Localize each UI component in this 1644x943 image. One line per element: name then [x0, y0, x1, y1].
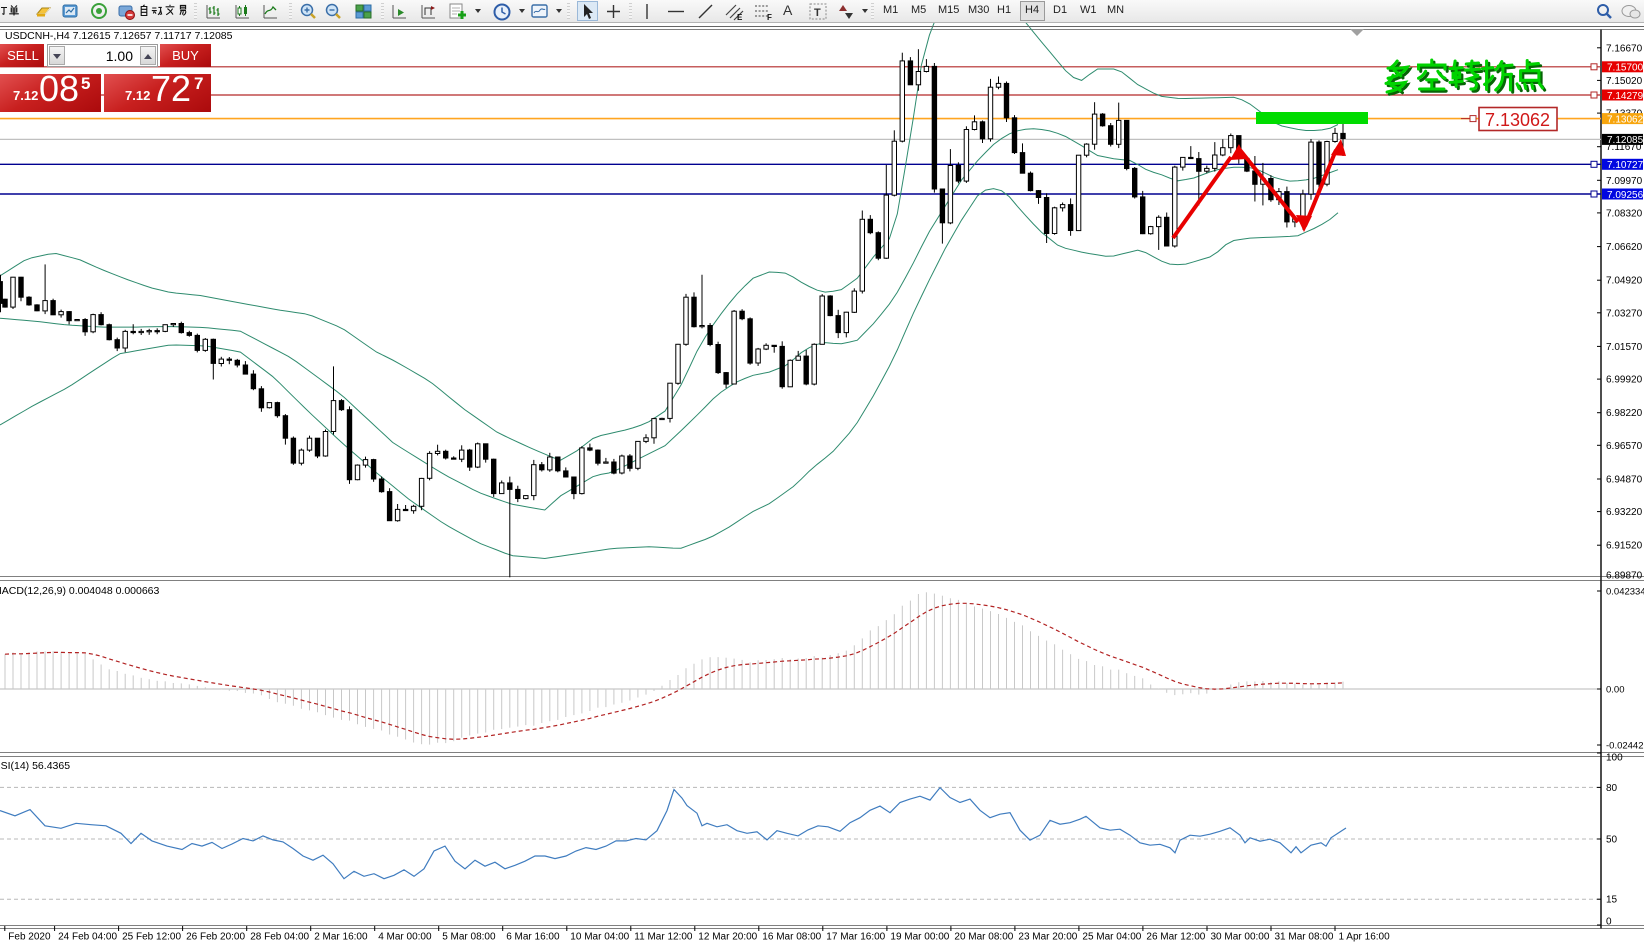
svg-text:1 Apr 16:00: 1 Apr 16:00 [1339, 932, 1391, 943]
svg-text:5 Mar 08:00: 5 Mar 08:00 [442, 932, 496, 943]
svg-text:6.99920: 6.99920 [1606, 375, 1643, 386]
svg-text:50: 50 [1606, 835, 1618, 846]
svg-text:100: 100 [1606, 753, 1623, 764]
svg-text:4 Mar 00:00: 4 Mar 00:00 [378, 932, 432, 943]
svg-text:7.03270: 7.03270 [1606, 308, 1643, 319]
svg-text:T: T [814, 7, 821, 19]
svg-text:19 Mar 00:00: 19 Mar 00:00 [890, 932, 949, 943]
svg-text:7.15700: 7.15700 [1607, 63, 1644, 74]
svg-text:25 Mar 04:00: 25 Mar 04:00 [1082, 932, 1141, 943]
svg-text:20 Mar 08:00: 20 Mar 08:00 [954, 932, 1013, 943]
svg-text:0.00: 0.00 [1606, 685, 1625, 696]
svg-text:6.91520: 6.91520 [1606, 541, 1643, 552]
svg-text:12 Mar 20:00: 12 Mar 20:00 [698, 932, 757, 943]
svg-text:2 Mar 16:00: 2 Mar 16:00 [314, 932, 368, 943]
svg-text:RSI(14) 56.4365: RSI(14) 56.4365 [0, 760, 70, 772]
svg-text:7.04920: 7.04920 [1606, 276, 1643, 287]
svg-text:7.01570: 7.01570 [1606, 342, 1643, 353]
svg-text:7.14279: 7.14279 [1607, 91, 1644, 102]
svg-text:11 Mar 12:00: 11 Mar 12:00 [634, 932, 693, 943]
svg-text:7.15020: 7.15020 [1606, 76, 1643, 87]
svg-text:E: E [737, 13, 743, 21]
svg-text:7.09256: 7.09256 [1607, 190, 1644, 201]
svg-text:-0.02442: -0.02442 [1606, 741, 1644, 752]
svg-text:16 Mar 08:00: 16 Mar 08:00 [762, 932, 821, 943]
svg-text:10 Mar 04:00: 10 Mar 04:00 [570, 932, 629, 943]
svg-text:7.13062: 7.13062 [1485, 110, 1550, 130]
svg-text:Feb 2020: Feb 2020 [8, 932, 51, 943]
svg-text:7.06620: 7.06620 [1606, 242, 1643, 253]
svg-text:28 Feb 04:00: 28 Feb 04:00 [250, 932, 309, 943]
svg-text:USDCNH-,H4 7.12615 7.12657 7.: USDCNH-,H4 7.12615 7.12657 7.11717 7.120… [5, 30, 233, 42]
svg-text:26 Mar 12:00: 26 Mar 12:00 [1146, 932, 1205, 943]
svg-text:7.11670: 7.11670 [1606, 142, 1642, 153]
svg-text:7.13062: 7.13062 [1607, 114, 1644, 125]
svg-text:MACD(12,26,9) 0.004048 0.00066: MACD(12,26,9) 0.004048 0.000663 [0, 585, 160, 597]
svg-text:0.042334: 0.042334 [1606, 587, 1644, 598]
svg-text:23 Mar 20:00: 23 Mar 20:00 [1018, 932, 1077, 943]
svg-text:7.09970: 7.09970 [1606, 176, 1643, 187]
svg-text:30 Mar 00:00: 30 Mar 00:00 [1211, 932, 1270, 943]
svg-text:6.93220: 6.93220 [1606, 507, 1643, 518]
svg-text:26 Feb 20:00: 26 Feb 20:00 [186, 932, 245, 943]
svg-text:7.10727: 7.10727 [1607, 160, 1644, 171]
svg-text:7.16670: 7.16670 [1606, 43, 1643, 54]
svg-text:7.12085: 7.12085 [1607, 135, 1644, 146]
svg-text:0: 0 [1606, 917, 1612, 928]
svg-text:25 Feb 12:00: 25 Feb 12:00 [122, 932, 181, 943]
svg-text:17 Mar 16:00: 17 Mar 16:00 [826, 932, 885, 943]
svg-text:6 Mar 16:00: 6 Mar 16:00 [506, 932, 560, 943]
svg-text:15: 15 [1606, 895, 1618, 906]
svg-text:6.89870: 6.89870 [1606, 571, 1643, 582]
svg-text:6.96570: 6.96570 [1606, 441, 1643, 452]
svg-text:80: 80 [1606, 783, 1618, 794]
svg-text:F: F [767, 13, 772, 21]
svg-text:6.98220: 6.98220 [1606, 408, 1643, 419]
svg-text:24 Feb 04:00: 24 Feb 04:00 [58, 932, 117, 943]
svg-text:6.94870: 6.94870 [1606, 475, 1643, 486]
svg-text:7.08320: 7.08320 [1606, 208, 1643, 219]
svg-text:31 Mar 08:00: 31 Mar 08:00 [1275, 932, 1334, 943]
